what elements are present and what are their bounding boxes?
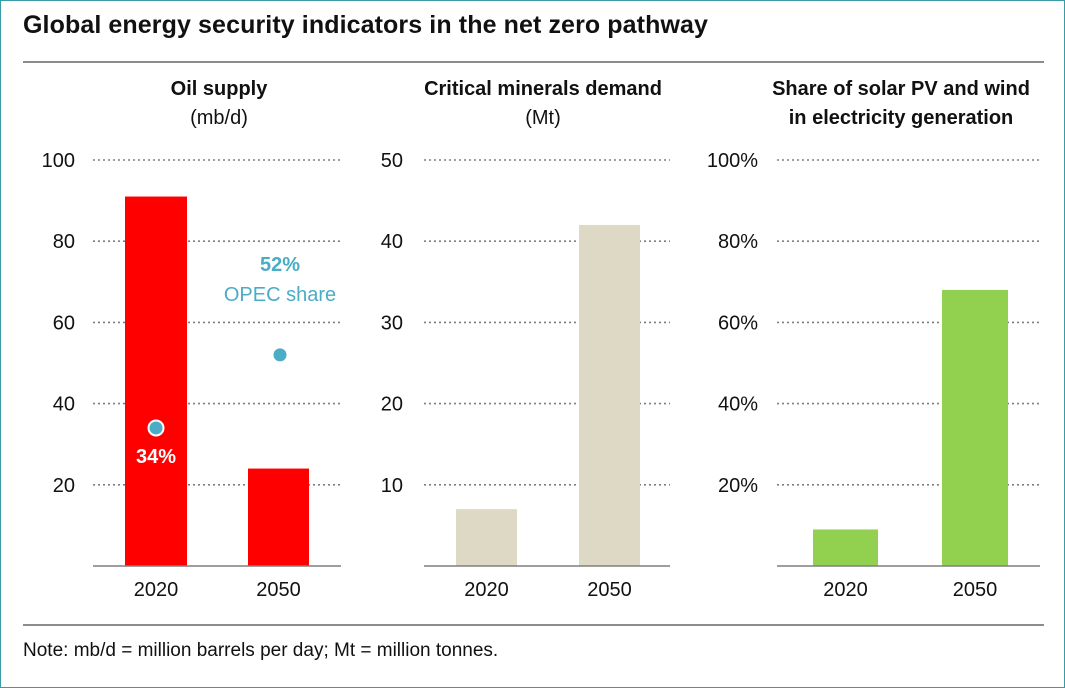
- bar-2020: [456, 509, 517, 566]
- chart-panel-minerals: Critical minerals demand (Mt) 10 20 30 40 50 20…: [381, 78, 670, 601]
- opec-share-label-2050: 52%: [260, 254, 300, 276]
- chart-panel-oil: Oil supply (mb/d) 20 40 60 80 100 2020 2050 34% 52…: [42, 78, 341, 601]
- opec-share-point-2050: [273, 348, 287, 362]
- opec-share-point-2020: [147, 419, 165, 437]
- chart-panel-renewables: Share of solar PV and wind in electricity…: [707, 78, 1040, 601]
- y-tick-label: 20: [381, 394, 403, 416]
- chart-subtitle: (mb/d): [190, 107, 248, 129]
- y-tick-label: 40: [53, 394, 75, 416]
- y-tick-label: 10: [381, 475, 403, 497]
- title-divider: [23, 61, 1044, 63]
- bar-2020: [813, 529, 878, 566]
- x-tick-label: 2050: [256, 579, 301, 601]
- y-tick-label: 20: [53, 475, 75, 497]
- opec-share-label-2020: 34%: [136, 446, 176, 468]
- x-tick-label: 2050: [953, 579, 998, 601]
- opec-share-annotation: OPEC share: [224, 284, 336, 306]
- x-tick-label: 2050: [587, 579, 632, 601]
- y-tick-label: 80: [53, 231, 75, 253]
- bar-2050: [248, 468, 309, 566]
- bar-2020: [125, 196, 187, 567]
- y-tick-label: 20%: [718, 475, 758, 497]
- chart-title: Oil supply: [171, 78, 269, 100]
- figure-title: Global energy security indicators in the…: [23, 11, 709, 39]
- y-tick-label: 30: [381, 312, 403, 334]
- bar-2050: [942, 289, 1008, 566]
- y-tick-label: 80%: [718, 231, 758, 253]
- x-tick-label: 2020: [134, 579, 179, 601]
- chart-title: Share of solar PV and wind: [772, 78, 1030, 100]
- bar-2050: [579, 224, 640, 566]
- x-tick-label: 2020: [823, 579, 868, 601]
- y-tick-label: 60%: [718, 312, 758, 334]
- note-divider: [23, 624, 1044, 626]
- figure-note: Note: mb/d = million barrels per day; Mt…: [23, 640, 499, 661]
- x-tick-label: 2020: [464, 579, 509, 601]
- y-tick-label: 40: [381, 231, 403, 253]
- y-tick-label: 100%: [707, 150, 758, 172]
- y-tick-label: 100: [42, 150, 75, 172]
- y-tick-label: 60: [53, 312, 75, 334]
- chart-title: Critical minerals demand: [424, 78, 662, 100]
- chart-subtitle: in electricity generation: [789, 107, 1014, 129]
- y-tick-label: 50: [381, 150, 403, 172]
- y-tick-label: 40%: [718, 394, 758, 416]
- chart-subtitle: (Mt): [525, 107, 561, 129]
